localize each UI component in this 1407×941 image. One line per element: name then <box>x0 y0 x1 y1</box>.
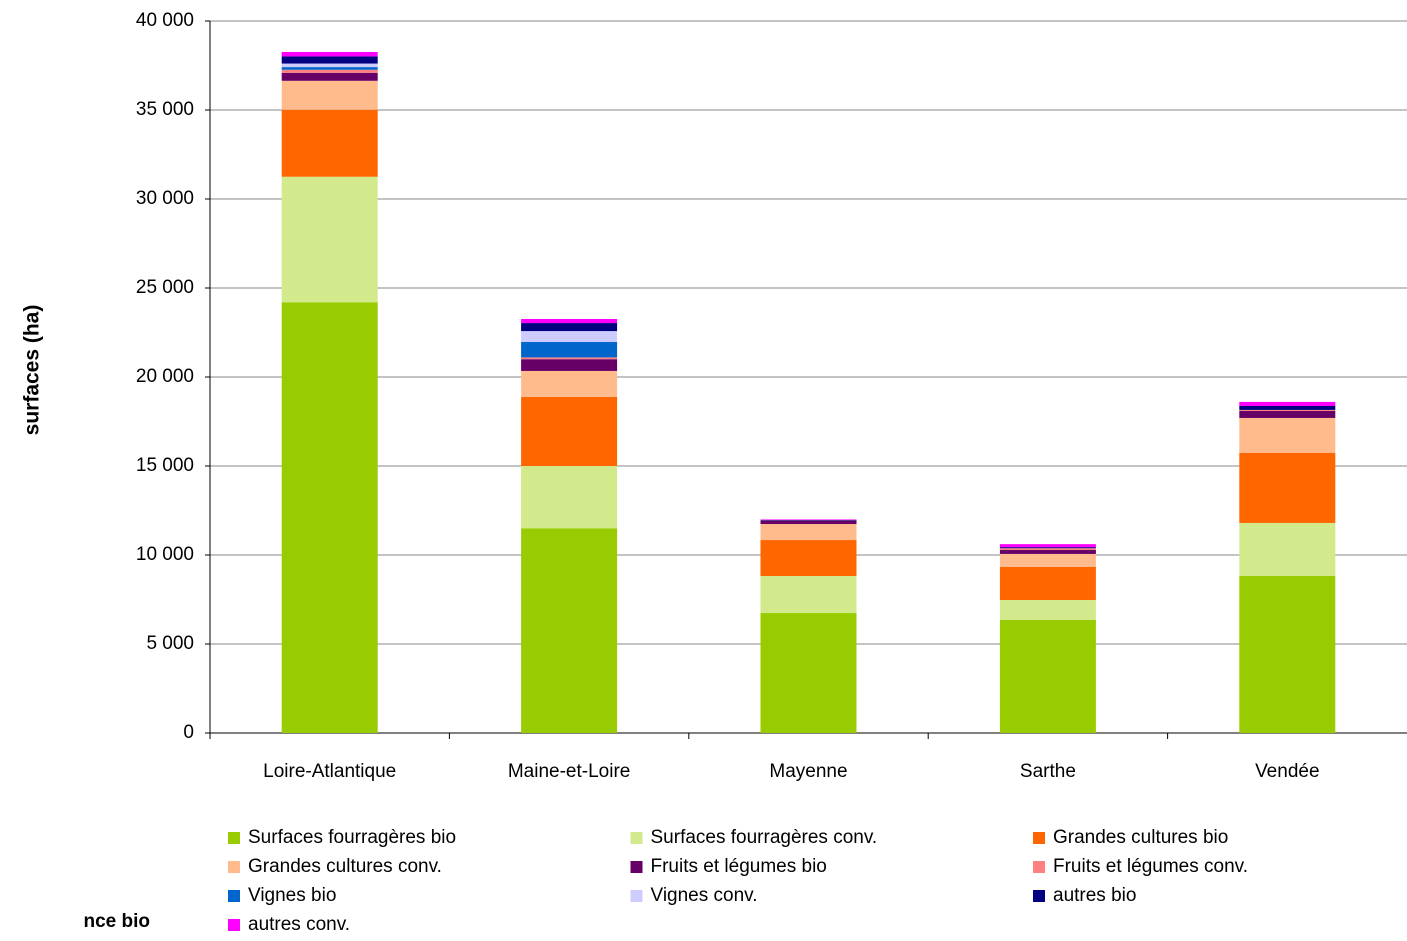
y-tick-label: 10 000 <box>136 544 194 565</box>
legend-label: autres bio <box>1053 885 1136 906</box>
legend-label: Fruits et légumes bio <box>651 856 827 877</box>
y-tick-label: 20 000 <box>136 366 194 387</box>
y-tick-label: 35 000 <box>136 99 194 120</box>
bar-segment <box>521 371 617 397</box>
y-axis-label: surfaces (ha) <box>21 305 44 436</box>
y-tick-label: 25 000 <box>136 277 194 298</box>
bar-segment <box>761 519 857 520</box>
bar-segment <box>282 70 378 73</box>
bar-segment <box>521 319 617 323</box>
bar-segment <box>282 67 378 70</box>
x-tick-label: Mayenne <box>769 761 847 782</box>
bar-segment <box>1239 418 1335 453</box>
bar-segment <box>1239 523 1335 576</box>
legend-swatch <box>1033 832 1045 844</box>
bar-segment <box>1000 544 1096 547</box>
legend-swatch <box>631 832 643 844</box>
bar-segment <box>1000 548 1096 550</box>
bar-segment <box>521 342 617 357</box>
x-tick-label: Loire-Atlantique <box>263 761 396 782</box>
y-tick-label: 5 000 <box>146 633 194 654</box>
bar-segment <box>521 331 617 342</box>
bar-segment <box>1000 600 1096 620</box>
y-tick-label: 15 000 <box>136 455 194 476</box>
bar-segment <box>761 520 857 521</box>
legend-label: autres conv. <box>248 914 350 935</box>
bar-segment <box>761 524 857 540</box>
legend-swatch <box>228 890 240 902</box>
y-tick-label: 30 000 <box>136 188 194 209</box>
legend-swatch <box>228 861 240 873</box>
bar-segment <box>1239 406 1335 410</box>
legend-swatch <box>228 832 240 844</box>
bar-segment <box>1000 567 1096 600</box>
legend-swatch <box>1033 890 1045 902</box>
bar-segment <box>521 359 617 371</box>
bar-segment <box>1239 453 1335 523</box>
x-tick-label: Vendée <box>1255 761 1319 782</box>
bar-segment <box>521 323 617 331</box>
bar-segment <box>521 397 617 466</box>
bar-segment <box>1239 576 1335 733</box>
legend-label: Vignes conv. <box>651 885 758 906</box>
legend-label: Vignes bio <box>248 885 336 906</box>
bar-segment <box>282 64 378 68</box>
bar-segment <box>282 81 378 110</box>
bar-segment <box>761 613 857 733</box>
bar-segment <box>282 56 378 63</box>
bar-segment <box>282 73 378 81</box>
bar-segment <box>1239 411 1335 418</box>
bar-segment <box>282 52 378 56</box>
legend-swatch <box>631 861 643 873</box>
legend-label: Grandes cultures conv. <box>248 856 442 877</box>
legend-swatch <box>228 919 240 931</box>
bar-segment <box>1000 620 1096 733</box>
bar-segment <box>282 177 378 302</box>
x-tick-label: Maine-et-Loire <box>508 761 631 782</box>
legend-label: Surfaces fourragères conv. <box>651 827 878 848</box>
legend-label: Surfaces fourragères bio <box>248 827 456 848</box>
bar-segment <box>521 528 617 733</box>
bar-segment <box>1000 547 1096 548</box>
x-tick-label: Sarthe <box>1020 761 1076 782</box>
bar-segment <box>1000 554 1096 567</box>
legend-label: Fruits et légumes conv. <box>1053 856 1248 877</box>
legend-label: Grandes cultures bio <box>1053 827 1228 848</box>
bar-segment <box>761 540 857 576</box>
bar-segment <box>1239 410 1335 411</box>
footer-note: nce bio <box>83 911 150 932</box>
bar-segment <box>1239 402 1335 406</box>
y-tick-label: 0 <box>183 722 194 743</box>
legend-swatch <box>1033 861 1045 873</box>
y-tick-label: 40 000 <box>136 10 194 31</box>
bar-segment <box>761 521 857 524</box>
bar-segment <box>1000 550 1096 554</box>
legend-swatch <box>631 890 643 902</box>
bar-segment <box>282 110 378 177</box>
bar-segment <box>761 576 857 613</box>
bar-segment <box>521 466 617 528</box>
bar-segment <box>282 302 378 733</box>
bar-segment <box>521 357 617 359</box>
